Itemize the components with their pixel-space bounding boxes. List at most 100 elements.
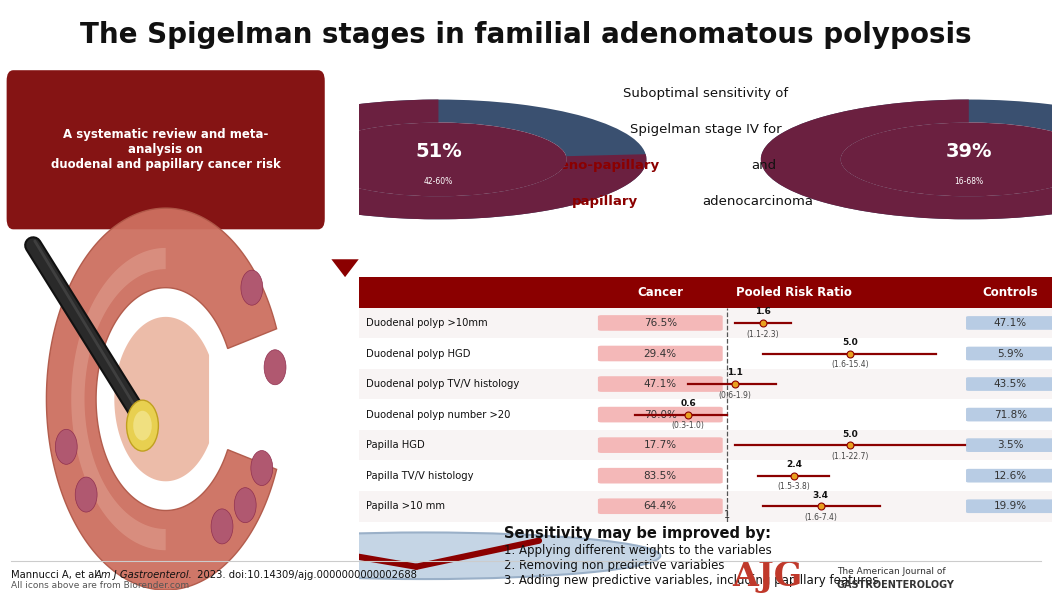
- Bar: [359, 308, 1052, 339]
- Text: 16-68%: 16-68%: [954, 177, 984, 186]
- FancyBboxPatch shape: [598, 315, 723, 331]
- FancyBboxPatch shape: [6, 70, 325, 229]
- FancyBboxPatch shape: [966, 469, 1052, 483]
- Text: 1: 1: [724, 510, 730, 520]
- Text: 64.4%: 64.4%: [644, 501, 676, 511]
- Text: 42-60%: 42-60%: [424, 177, 453, 186]
- FancyBboxPatch shape: [598, 468, 723, 483]
- Text: Mannucci A, et al.: Mannucci A, et al.: [11, 570, 103, 579]
- Text: 5.0: 5.0: [843, 338, 857, 347]
- Text: All icons above are from Biorender.com: All icons above are from Biorender.com: [11, 581, 188, 590]
- Text: 83.5%: 83.5%: [644, 471, 676, 481]
- Text: 29.4%: 29.4%: [644, 349, 676, 359]
- Text: duodeno-papillary: duodeno-papillary: [523, 159, 660, 172]
- Text: The Spigelman stages in familial adenomatous polyposis: The Spigelman stages in familial adenoma…: [80, 21, 972, 49]
- Wedge shape: [761, 100, 1052, 219]
- Text: A systematic review and meta-
analysis on
duodenal and papillary cancer risk: A systematic review and meta- analysis o…: [50, 128, 281, 171]
- FancyBboxPatch shape: [966, 316, 1052, 330]
- Circle shape: [76, 477, 97, 512]
- Text: 43.5%: 43.5%: [994, 379, 1027, 389]
- Text: Duodenal polyp number >20: Duodenal polyp number >20: [366, 409, 510, 420]
- Text: 2023. doi:10.14309/ajg.0000000000002688: 2023. doi:10.14309/ajg.0000000000002688: [194, 570, 417, 579]
- Circle shape: [56, 429, 77, 464]
- Text: 1.1: 1.1: [727, 368, 743, 377]
- Text: 5.0: 5.0: [843, 430, 857, 439]
- Text: Spigelman stage IV for: Spigelman stage IV for: [629, 123, 782, 136]
- Text: 70.0%: 70.0%: [644, 409, 676, 420]
- Text: (0.3-1.0): (0.3-1.0): [672, 421, 705, 430]
- FancyBboxPatch shape: [966, 377, 1052, 391]
- FancyBboxPatch shape: [966, 347, 1052, 361]
- Text: Am J Gastroenterol.: Am J Gastroenterol.: [95, 570, 193, 579]
- Circle shape: [241, 270, 263, 305]
- Text: adenocarcinoma: adenocarcinoma: [702, 195, 813, 208]
- Text: Pooled Risk Ratio: Pooled Risk Ratio: [735, 286, 852, 299]
- Text: 1.6: 1.6: [755, 308, 771, 316]
- Wedge shape: [230, 100, 646, 219]
- Circle shape: [235, 488, 256, 523]
- Circle shape: [250, 451, 272, 486]
- Text: 3. Adding new predictive variables, including papillary features: 3. Adding new predictive variables, incl…: [504, 574, 878, 587]
- Wedge shape: [230, 100, 646, 219]
- Wedge shape: [761, 100, 1052, 219]
- FancyBboxPatch shape: [598, 437, 723, 453]
- Text: Duodenal polyp TV/V histology: Duodenal polyp TV/V histology: [366, 379, 519, 389]
- Text: Sensitivity may be improved by:: Sensitivity may be improved by:: [504, 526, 771, 541]
- Circle shape: [126, 400, 159, 451]
- Text: and: and: [752, 159, 776, 172]
- Circle shape: [134, 411, 151, 440]
- Text: SENSITIVITY: SENSITIVITY: [341, 131, 349, 188]
- FancyBboxPatch shape: [598, 407, 723, 423]
- Text: 12.6%: 12.6%: [994, 471, 1027, 481]
- Text: The American Journal of: The American Journal of: [836, 567, 946, 576]
- Text: 3.4: 3.4: [812, 491, 829, 499]
- Text: 5.9%: 5.9%: [997, 349, 1024, 359]
- Text: 3.5%: 3.5%: [997, 440, 1024, 450]
- Text: Papilla TV/V histology: Papilla TV/V histology: [366, 471, 473, 481]
- Polygon shape: [115, 317, 209, 482]
- FancyBboxPatch shape: [598, 376, 723, 392]
- Text: 71.8%: 71.8%: [994, 409, 1027, 420]
- Text: 47.1%: 47.1%: [644, 379, 676, 389]
- FancyBboxPatch shape: [966, 438, 1052, 452]
- Text: 2. Removing non predictive variables: 2. Removing non predictive variables: [504, 559, 725, 572]
- Bar: [359, 461, 1052, 491]
- FancyBboxPatch shape: [598, 346, 723, 361]
- Bar: [359, 277, 1052, 308]
- Circle shape: [264, 350, 286, 385]
- Text: RISK FACTORS: RISK FACTORS: [341, 365, 349, 433]
- Bar: [359, 339, 1052, 369]
- Text: (1.5-3.8): (1.5-3.8): [777, 482, 810, 491]
- Text: Controls: Controls: [983, 286, 1038, 299]
- Polygon shape: [72, 248, 166, 550]
- Text: SUMMARY: SUMMARY: [341, 532, 349, 580]
- Text: Cancer: Cancer: [638, 286, 684, 299]
- Text: Duodenal polyp >10mm: Duodenal polyp >10mm: [366, 318, 487, 328]
- Text: 47.1%: 47.1%: [994, 318, 1027, 328]
- Text: Suboptimal sensitivity of: Suboptimal sensitivity of: [623, 87, 788, 100]
- Text: 51%: 51%: [416, 142, 462, 161]
- Text: Papilla >10 mm: Papilla >10 mm: [366, 501, 445, 511]
- Bar: [359, 430, 1052, 461]
- FancyBboxPatch shape: [598, 498, 723, 514]
- FancyBboxPatch shape: [966, 499, 1052, 513]
- Text: 76.5%: 76.5%: [644, 318, 676, 328]
- Bar: [359, 491, 1052, 522]
- Polygon shape: [46, 208, 277, 590]
- FancyBboxPatch shape: [966, 408, 1052, 421]
- Polygon shape: [331, 259, 359, 277]
- Circle shape: [310, 123, 567, 196]
- Text: 17.7%: 17.7%: [644, 440, 676, 450]
- Circle shape: [189, 532, 661, 579]
- Text: (1.6-7.4): (1.6-7.4): [804, 513, 837, 522]
- Text: (1.6-15.4): (1.6-15.4): [831, 360, 869, 369]
- Circle shape: [211, 509, 232, 544]
- Text: 2.4: 2.4: [786, 460, 802, 469]
- Text: 1. Applying different weights to the variables: 1. Applying different weights to the var…: [504, 544, 772, 557]
- Bar: [359, 399, 1052, 430]
- Text: Duodenal polyp HGD: Duodenal polyp HGD: [366, 349, 470, 359]
- Text: 19.9%: 19.9%: [994, 501, 1027, 511]
- Text: AJG: AJG: [732, 560, 803, 594]
- Text: (1.1-2.3): (1.1-2.3): [747, 330, 780, 339]
- Circle shape: [841, 123, 1052, 196]
